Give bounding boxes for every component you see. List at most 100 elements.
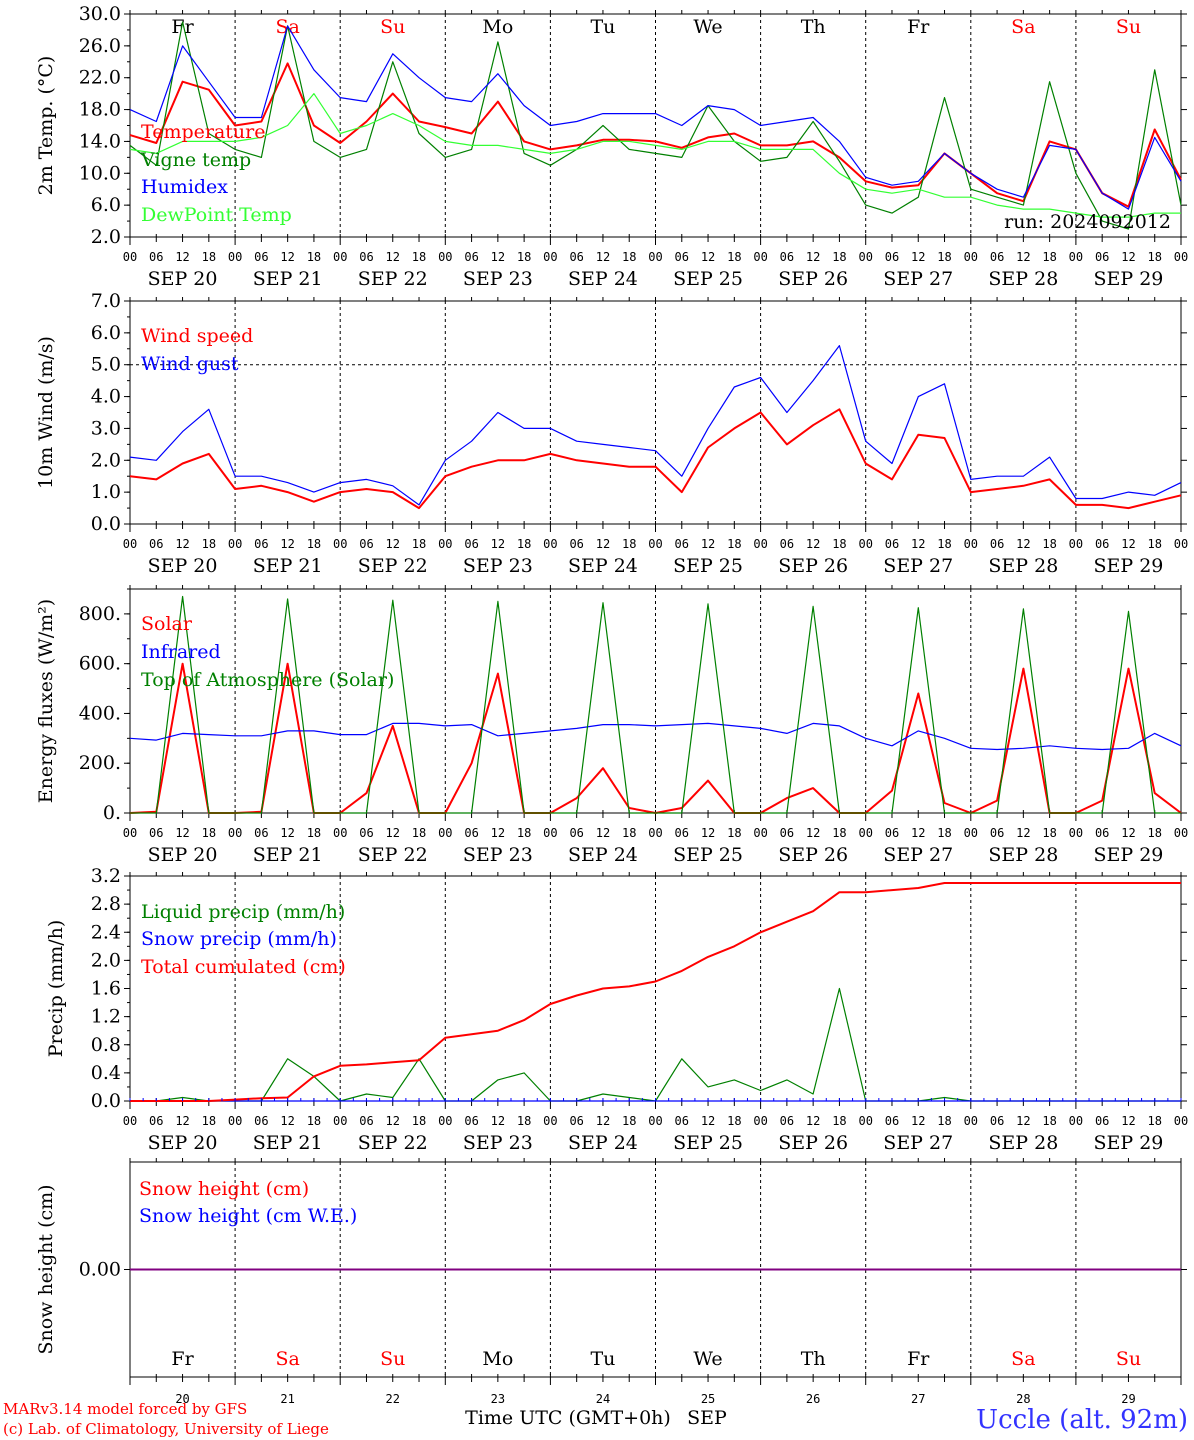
hour-tick-label: 12 [806,826,820,840]
plot-frame [129,588,1182,814]
legend-entry: Infrared [141,641,221,663]
hour-tick-label: 12 [596,537,610,551]
hour-tick-label: 00 [753,250,767,264]
hour-tick-label: 00 [543,826,557,840]
hour-tick-label: 18 [937,826,951,840]
hour-tick-label: 06 [990,1114,1004,1128]
hour-tick-label: 18 [727,250,741,264]
hour-tick-label: 12 [596,250,610,264]
legend-entry: Temperature [141,121,265,143]
hour-tick-label: 12 [1121,1114,1135,1128]
hour-tick-label: 06 [675,250,689,264]
hour-tick-label: 12 [1121,826,1135,840]
date-label: SEP 22 [358,268,428,290]
date-label: SEP 29 [1094,268,1164,290]
hour-tick-label: 06 [149,1114,163,1128]
hour-tick-label: 00 [1069,250,1083,264]
legend-entry: Snow precip (mm/h) [141,928,337,950]
date-label: SEP 28 [988,555,1058,577]
date-label: SEP 22 [358,1132,428,1154]
day-number-label: 27 [911,1392,925,1406]
hour-tick-label: 18 [517,537,531,551]
date-label: SEP 24 [568,555,638,577]
hour-tick-label: 18 [832,1114,846,1128]
hour-tick-label: 06 [780,250,794,264]
hour-tick-label: 12 [911,826,925,840]
legend-entry: Total cumulated (cm) [141,956,346,978]
date-label: SEP 23 [463,555,533,577]
hour-tick-label: 00 [543,537,557,551]
hour-tick-label: 18 [1042,537,1056,551]
hour-tick-label: 06 [254,826,268,840]
legend-entry: Wind gust [141,353,239,375]
hour-tick-label: 12 [701,826,715,840]
hour-tick-label: 12 [911,537,925,551]
weekday-label: Fr [907,16,930,38]
panel-3: 800. 600. 400. 200. 0. Energy fluxes (W/m²) 00… [35,585,1188,866]
hour-tick-label: 18 [727,537,741,551]
hour-tick-label: 06 [359,1114,373,1128]
hour-tick-label: 00 [858,250,872,264]
y-tick-label: 0.00 [79,1259,121,1281]
date-label: SEP 29 [1094,555,1164,577]
hour-tick-label: 00 [648,1114,662,1128]
series-line-humidex [129,25,1182,210]
y-tick-label: 5.0 [91,354,121,376]
date-label: SEP 23 [463,844,533,866]
hour-tick-label: 18 [202,826,216,840]
y-tick-label: 2.4 [91,921,121,943]
y-tick-label: 4.0 [91,386,121,408]
date-label: SEP 28 [988,844,1058,866]
hour-tick-label: 18 [517,250,531,264]
hour-tick-label: 18 [1147,250,1161,264]
hour-tick-label: 18 [1042,250,1056,264]
y-tick-label: 10.0 [79,162,121,184]
day-number-label: 20 [175,1392,189,1406]
date-label: SEP 20 [148,268,218,290]
date-label: SEP 27 [883,1132,953,1154]
hour-tick-label: 00 [648,250,662,264]
hour-tick-label: 18 [937,250,951,264]
legend-entry: Humidex [141,176,228,198]
hour-tick-label: 18 [937,1114,951,1128]
y-tick-label: 6.0 [91,322,121,344]
hour-tick-label: 18 [727,826,741,840]
day-number-label: 22 [386,1392,400,1406]
hour-tick-label: 06 [569,537,583,551]
legend-entry: Snow height (cm W.E.) [139,1205,357,1227]
hour-tick-label: 18 [727,1114,741,1128]
hour-tick-label: 18 [1147,1114,1161,1128]
hour-tick-label: 00 [858,537,872,551]
hour-tick-label: 00 [964,250,978,264]
hour-tick-label: 12 [1016,1114,1030,1128]
hour-tick-label: 06 [990,826,1004,840]
hour-tick-label: 18 [307,250,321,264]
hour-tick-label: 00 [753,826,767,840]
hour-tick-label: 00 [753,1114,767,1128]
weekday-label: Su [1116,1348,1141,1370]
legend-entry: Snow height (cm) [139,1178,309,1200]
hour-tick-label: 18 [1042,1114,1056,1128]
date-label: SEP 21 [253,1132,323,1154]
panel-2: 7.0 6.0 5.0 4.0 3.0 2.0 1.0 0.0 10m Wind (m/s) 00… [35,290,1188,577]
hour-tick-label: 06 [885,537,899,551]
hour-tick-label: 12 [1016,537,1030,551]
weekday-label: Su [380,1348,405,1370]
hour-tick-label: 18 [622,537,636,551]
hour-tick-label: 06 [464,1114,478,1128]
date-label: SEP 27 [883,555,953,577]
hour-tick-label: 06 [359,250,373,264]
y-tick-label: 2.0 [91,949,121,971]
hour-tick-label: 06 [464,250,478,264]
hour-tick-label: 06 [569,1114,583,1128]
series-line-wind-gust [129,345,1182,506]
hour-tick-label: 00 [228,1114,242,1128]
hour-tick-label: 12 [280,250,294,264]
series-line-wind-speed [129,408,1182,510]
hour-tick-label: 12 [1016,826,1030,840]
hour-tick-label: 06 [675,537,689,551]
hour-tick-label: 12 [701,537,715,551]
y-tick-label: 2.8 [91,893,121,915]
legend-entry: Top of Atmosphere (Solar) [141,669,394,691]
date-label: SEP 25 [673,268,743,290]
